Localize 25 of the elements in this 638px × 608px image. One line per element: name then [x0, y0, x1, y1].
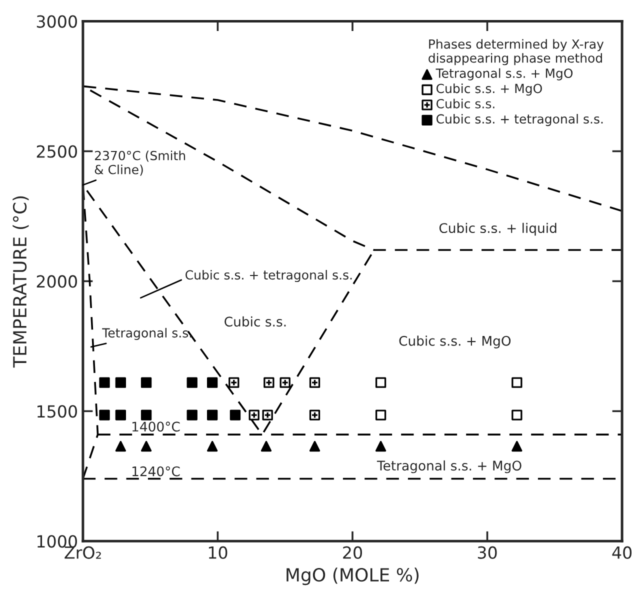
y-tick-label: 1500 — [37, 405, 77, 418]
x-tick-label: 10 — [208, 546, 228, 559]
y-axis-title: TEMPERATURE (°C) — [12, 196, 29, 368]
annotation: 1400°C — [132, 422, 180, 432]
legend-title: Phases determined by X-ray disappearing phase method — [428, 39, 604, 66]
y-tick-label: 1000 — [37, 535, 77, 548]
annotation: 2370°C (Smith & Cline) — [94, 150, 186, 176]
x-tick-label: 30 — [478, 546, 497, 559]
annotation: Cubic s.s. + tetragonal s.s. — [186, 270, 352, 282]
x-tick-label: ZrO₂ — [64, 546, 101, 559]
y-tick-label: 2500 — [36, 145, 77, 158]
annotation: Tetragonal s.s. + MgO — [376, 460, 522, 474]
annotation: Cubic s.s. + MgO — [399, 336, 511, 348]
legend-label: Tetragonal s.s. + MgO — [436, 68, 573, 80]
legend-label: Cubic s.s. — [436, 98, 494, 108]
legend-label: Cubic s.s. + MgO — [436, 84, 542, 96]
x-axis-title: MgO (MOLE %) — [286, 568, 419, 586]
y-tick-label: 2000 — [36, 275, 77, 288]
annotation: Cubic s.s. — [224, 316, 286, 327]
legend-label: Cubic s.s. + tetragonal s.s. — [436, 114, 603, 126]
x-tick-label: 40 — [612, 546, 632, 559]
y-tick-label: 3000 — [36, 15, 77, 28]
annotation: Cubic s.s. + liquid — [439, 222, 556, 236]
annotation: 1240°C — [132, 466, 180, 476]
x-tick-label: 20 — [343, 546, 362, 559]
